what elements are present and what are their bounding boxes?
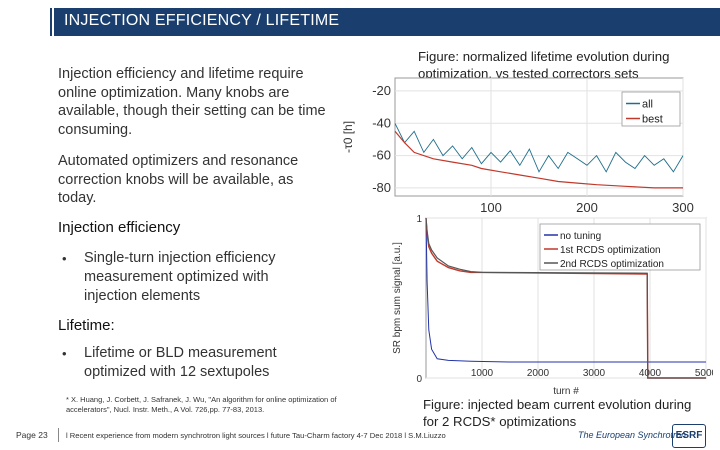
intro-paragraph-2: Automated optimizers and resonance corre…: [58, 153, 299, 206]
legend-label: no tuning: [560, 231, 601, 242]
legend-box: [621, 91, 681, 127]
x-tick-label: 300: [672, 200, 694, 215]
bullet-lifetime: Lifetime or BLD measurement optimized wi…: [84, 345, 277, 380]
title-bar-left-rule: [50, 8, 52, 36]
bullet-injection: Single-turn injection efficiency measure…: [84, 250, 276, 304]
y-axis-label: -τ0 [h]: [341, 121, 355, 153]
title-bar: [54, 8, 720, 36]
intro-paragraph-1: Injection efficiency and lifetime requir…: [58, 66, 326, 138]
esrf-logo-text: The European Synchrotron: [578, 430, 687, 440]
legend-label: best: [642, 114, 663, 126]
reference-footnote: * X. Huang, J. Corbett, J. Safranek, J. …: [66, 395, 337, 414]
x-tick-label: 200: [576, 200, 598, 215]
y-tick-label: 1: [416, 214, 422, 225]
legend-label: all: [642, 99, 653, 111]
legend-box: [539, 223, 701, 271]
series-line-no-tuning: [425, 217, 706, 363]
y-tick-label: 0: [416, 374, 422, 385]
lifetime-chart: 100 200 300 -20 -40 -60 -80 all best -τ0 [h]: [341, 77, 694, 215]
y-tick-label: -20: [372, 83, 391, 98]
legend-label: 1st RCDS optimization: [560, 245, 661, 256]
y-axis-label: SR bpm sum signal [a.u.]: [392, 242, 403, 354]
bullet-marker: •: [62, 251, 67, 266]
slide-title: INJECTION EFFICIENCY / LIFETIME: [64, 12, 340, 29]
x-axis-label: turn #: [553, 386, 579, 397]
section-heading-injection: Injection efficiency: [58, 219, 181, 236]
footer-divider: [58, 428, 59, 442]
y-tick-label: -80: [372, 180, 391, 195]
page-number: Page 23: [16, 430, 48, 440]
legend-label: 2nd RCDS optimization: [560, 259, 664, 270]
series-line-best: [394, 130, 683, 189]
bullet-marker: •: [62, 346, 67, 361]
x-tick-label: 100: [480, 200, 502, 215]
top-figure-caption: Figure: normalized lifetime evolution du…: [418, 49, 670, 81]
y-tick-label: -60: [372, 148, 391, 163]
x-tick-label: 3000: [583, 368, 606, 379]
footer-text: l Recent experience from modern synchrot…: [66, 431, 446, 440]
bottom-figure-caption: Figure: injected beam current evolution …: [423, 397, 692, 429]
series-line-2nd-rcds-optimization: [425, 217, 706, 379]
series-line-all: [394, 123, 684, 173]
x-tick-label: 1000: [471, 368, 494, 379]
section-heading-lifetime: Lifetime:: [58, 317, 115, 334]
x-tick-label: 2000: [527, 368, 550, 379]
x-tick-label: 4000: [639, 368, 662, 379]
esrf-logo: ESRF: [672, 424, 706, 448]
y-tick-label: -40: [372, 115, 391, 130]
